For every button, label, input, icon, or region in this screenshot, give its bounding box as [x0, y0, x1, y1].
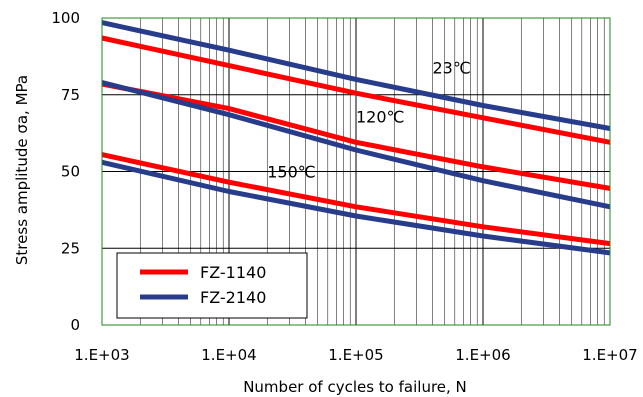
series-line-fz-2140-23c — [101, 20, 611, 131]
x-axis-ticks: 1.E+03 1.E+04 1.E+05 1.E+06 1.E+07 — [74, 346, 637, 364]
temperature-annotation: 150℃ — [267, 163, 316, 182]
series-lines — [101, 20, 611, 256]
temperature-annotation: 120℃ — [356, 107, 405, 126]
x-axis-title: Number of cycles to failure, N — [243, 378, 467, 396]
y-tick-label: 100 — [51, 9, 80, 27]
y-tick-label: 75 — [61, 86, 80, 104]
y-tick-label: 25 — [61, 239, 80, 257]
legend-label-fz-1140: FZ-1140 — [200, 263, 266, 282]
y-axis-title: Stress amplitude σa, MPa — [13, 75, 31, 265]
x-tick-label: 1.E+03 — [74, 346, 129, 364]
series-line-fz-1140-150c — [101, 152, 611, 247]
legend-box — [116, 252, 308, 319]
y-tick-label: 50 — [61, 163, 80, 181]
plot-area-border — [101, 17, 611, 326]
x-tick-label: 1.E+04 — [201, 346, 256, 364]
series-line-fz-2140-120c — [101, 80, 611, 210]
x-tick-label: 1.E+06 — [455, 346, 510, 364]
series-line-fz-2140-150c — [101, 159, 611, 256]
x-tick-label: 1.E+07 — [582, 346, 637, 364]
series-line-fz-1140-23c — [101, 35, 611, 145]
annotations: 23℃ 120℃ 150℃ — [267, 58, 471, 181]
legend-label-fz-2140: FZ-2140 — [200, 288, 266, 307]
legend: FZ-1140 FZ-2140 — [116, 252, 308, 319]
y-axis-ticks: 0 25 50 75 100 — [51, 9, 80, 334]
y-tick-label: 0 — [70, 316, 80, 334]
x-tick-label: 1.E+05 — [328, 346, 383, 364]
series-line-fz-1140-120c — [101, 81, 611, 191]
temperature-annotation: 23℃ — [432, 58, 470, 77]
